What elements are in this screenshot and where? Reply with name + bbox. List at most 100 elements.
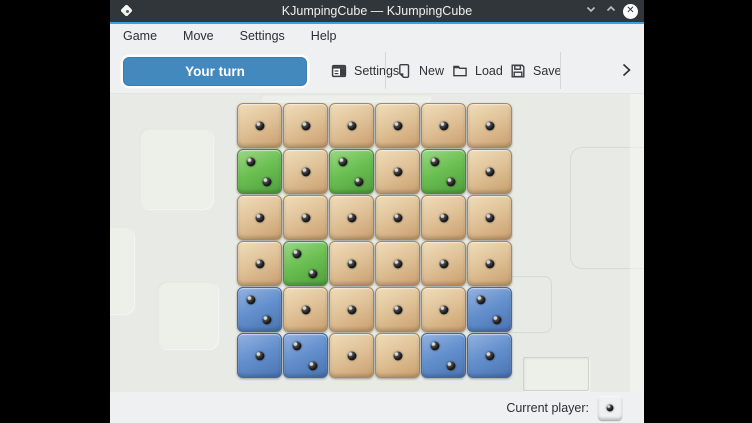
pip bbox=[347, 351, 356, 361]
pip bbox=[446, 177, 456, 187]
board-cell-r4c3[interactable] bbox=[329, 241, 374, 286]
pip bbox=[393, 351, 402, 361]
turn-indicator-button[interactable]: Your turn bbox=[123, 57, 307, 86]
board-cell-r4c1[interactable] bbox=[237, 241, 282, 286]
pip bbox=[262, 315, 272, 325]
save-floppy-icon bbox=[510, 63, 526, 79]
board-cell-r2c4[interactable] bbox=[375, 149, 420, 194]
maximize-button[interactable] bbox=[603, 3, 619, 19]
background-decoration bbox=[157, 281, 218, 349]
board-cell-r2c3[interactable] bbox=[329, 149, 374, 194]
toolbar: Your turn Settings bbox=[110, 48, 644, 93]
pip bbox=[439, 121, 448, 131]
pip bbox=[308, 269, 318, 279]
board-cell-r5c1[interactable] bbox=[237, 287, 282, 332]
background-decoration bbox=[570, 147, 644, 269]
save-button-label: Save bbox=[533, 63, 562, 78]
pip bbox=[439, 305, 448, 315]
turn-label: Your turn bbox=[185, 64, 245, 79]
board-cell-r2c1[interactable] bbox=[237, 149, 282, 194]
board-cell-r1c3[interactable] bbox=[329, 103, 374, 148]
settings-button[interactable]: Settings bbox=[331, 48, 399, 93]
board-cell-r1c2[interactable] bbox=[283, 103, 328, 148]
board-cell-r2c5[interactable] bbox=[421, 149, 466, 194]
board-cell-r5c5[interactable] bbox=[421, 287, 466, 332]
board-cell-r3c4[interactable] bbox=[375, 195, 420, 240]
game-area bbox=[110, 93, 644, 392]
pip bbox=[439, 259, 448, 269]
board-cell-r1c1[interactable] bbox=[237, 103, 282, 148]
background-decoration bbox=[139, 128, 213, 209]
background-decoration bbox=[260, 94, 430, 101]
save-button[interactable]: Save bbox=[510, 48, 562, 93]
pip bbox=[301, 167, 310, 177]
pip bbox=[354, 177, 364, 187]
board-cell-r3c3[interactable] bbox=[329, 195, 374, 240]
board-cell-r5c6[interactable] bbox=[467, 287, 512, 332]
menu-move[interactable]: Move bbox=[183, 29, 214, 43]
board-cell-r3c6[interactable] bbox=[467, 195, 512, 240]
pip bbox=[338, 157, 348, 167]
board-cell-r5c2[interactable] bbox=[283, 287, 328, 332]
background-decoration bbox=[110, 226, 134, 314]
board-cell-r6c4[interactable] bbox=[375, 333, 420, 378]
load-button[interactable]: Load bbox=[452, 48, 503, 93]
board-cell-r1c6[interactable] bbox=[467, 103, 512, 148]
new-button[interactable]: New bbox=[396, 48, 444, 93]
board-cell-r4c6[interactable] bbox=[467, 241, 512, 286]
board-cell-r5c3[interactable] bbox=[329, 287, 374, 332]
board-cell-r6c5[interactable] bbox=[421, 333, 466, 378]
board-cell-r6c6[interactable] bbox=[467, 333, 512, 378]
new-document-icon bbox=[396, 63, 412, 79]
background-decoration bbox=[523, 357, 589, 391]
menubar: Game Move Settings Help bbox=[110, 24, 644, 48]
board-cell-r4c4[interactable] bbox=[375, 241, 420, 286]
menu-game[interactable]: Game bbox=[123, 29, 158, 43]
board-cell-r6c3[interactable] bbox=[329, 333, 374, 378]
board-cell-r1c4[interactable] bbox=[375, 103, 420, 148]
pip bbox=[430, 157, 440, 167]
pip bbox=[393, 121, 402, 131]
board-cell-r6c1[interactable] bbox=[237, 333, 282, 378]
close-button[interactable]: ✕ bbox=[623, 3, 638, 19]
game-board bbox=[237, 103, 512, 378]
pip bbox=[485, 121, 494, 131]
pip bbox=[476, 295, 486, 305]
board-cell-r2c6[interactable] bbox=[467, 149, 512, 194]
pip bbox=[485, 351, 494, 361]
board-cell-r3c1[interactable] bbox=[237, 195, 282, 240]
board-cell-r1c5[interactable] bbox=[421, 103, 466, 148]
settings-button-label: Settings bbox=[354, 63, 400, 78]
board-cell-r4c5[interactable] bbox=[421, 241, 466, 286]
board-cell-r2c2[interactable] bbox=[283, 149, 328, 194]
board-cell-r6c2[interactable] bbox=[283, 333, 328, 378]
pip bbox=[393, 167, 402, 177]
pip bbox=[430, 341, 440, 351]
current-player-cube-icon bbox=[598, 396, 622, 420]
toolbar-overflow-button[interactable] bbox=[618, 62, 634, 78]
die-icon bbox=[120, 4, 133, 17]
menu-settings[interactable]: Settings bbox=[239, 29, 285, 43]
board-cell-r3c2[interactable] bbox=[283, 195, 328, 240]
chevron-up-icon bbox=[605, 2, 617, 20]
board-cell-r3c5[interactable] bbox=[421, 195, 466, 240]
chevron-right-icon bbox=[618, 63, 634, 82]
active-window-accent-line bbox=[110, 22, 644, 24]
pip bbox=[262, 177, 272, 187]
pip bbox=[393, 213, 402, 223]
pip bbox=[439, 213, 448, 223]
toolbar-separator bbox=[385, 52, 386, 89]
background-decoration bbox=[630, 94, 644, 392]
new-button-label: New bbox=[419, 63, 445, 78]
minimize-button[interactable] bbox=[583, 3, 599, 19]
pip bbox=[446, 361, 456, 371]
menu-help[interactable]: Help bbox=[310, 29, 337, 43]
app-window: KJumpingCube — KJumpingCube ✕ Game Move … bbox=[110, 0, 644, 423]
statusbar: Current player: bbox=[110, 392, 644, 423]
pip bbox=[485, 259, 494, 269]
board-cell-r4c2[interactable] bbox=[283, 241, 328, 286]
current-player-label: Current player: bbox=[506, 400, 589, 415]
close-x-icon: ✕ bbox=[626, 5, 635, 16]
pip bbox=[492, 315, 502, 325]
board-cell-r5c4[interactable] bbox=[375, 287, 420, 332]
